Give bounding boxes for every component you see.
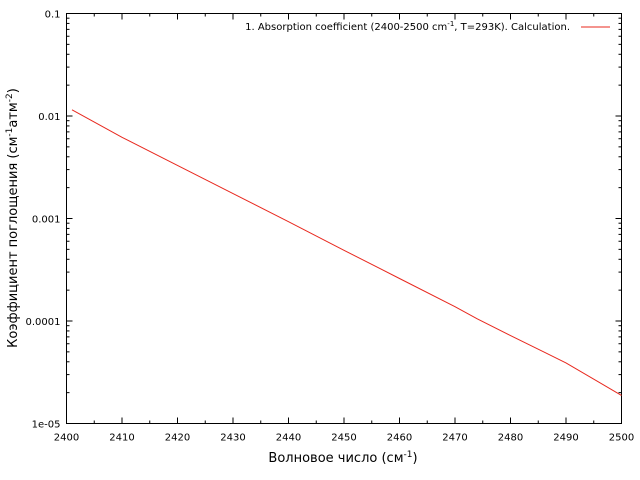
series-line [71,109,622,396]
y-axis-label-sup2: -2 [5,93,15,102]
y-tick-label: 1e-05 [32,420,61,431]
y-tick-label: 0.1 [45,10,61,21]
tick-labels-layer: 2400 2410 2420 2430 2440 2450 2460 2470 2480 2490… [26,10,635,444]
x-tick-label: 2480 [498,433,523,444]
y-axis-label-text: Коэффициент поглощения (см [6,137,21,348]
y-axis-label-mid: атм [6,102,21,127]
x-tick-label: 2450 [331,433,356,444]
legend: 1. Absorption coefficient (2400-2500 cm-… [245,20,610,33]
x-tick-label: 2430 [220,433,245,444]
x-axis-label: Волновое число (см-1) [268,450,417,466]
legend-text: 1. Absorption coefficient (2400-2500 cm-… [245,20,570,33]
x-tick-label: 2400 [54,433,79,444]
y-axis-label-end: ) [6,88,21,93]
y-tick-label: 0.0001 [26,317,61,328]
legend-name-sup: -1 [447,20,454,28]
x-tick-label: 2420 [165,433,190,444]
x-tick-label: 2490 [553,433,578,444]
ticks-layer [66,13,622,424]
x-axis-label-sup: -1 [404,450,413,460]
x-axis-label-end: ) [412,451,417,466]
x-tick-label: 2460 [387,433,412,444]
legend-name: 1. Absorption coefficient (2400-2500 cm [245,22,447,33]
x-tick-label: 2440 [276,433,301,444]
y-tick-label: 0.001 [32,215,61,226]
y-axis-label-sup1: -1 [5,128,15,137]
x-tick-label: 2500 [609,433,634,444]
x-tick-label: 2470 [442,433,467,444]
x-tick-label: 2410 [109,433,134,444]
y-axis-label: Коэффициент поглощения (см-1атм-2) [5,88,21,348]
x-axis-label-text: Волновое число (см [268,451,403,466]
y-tick-label: 0.01 [38,112,60,123]
legend-name-end: , T=293K). Calculation. [454,22,570,33]
plot-frame [66,13,622,424]
